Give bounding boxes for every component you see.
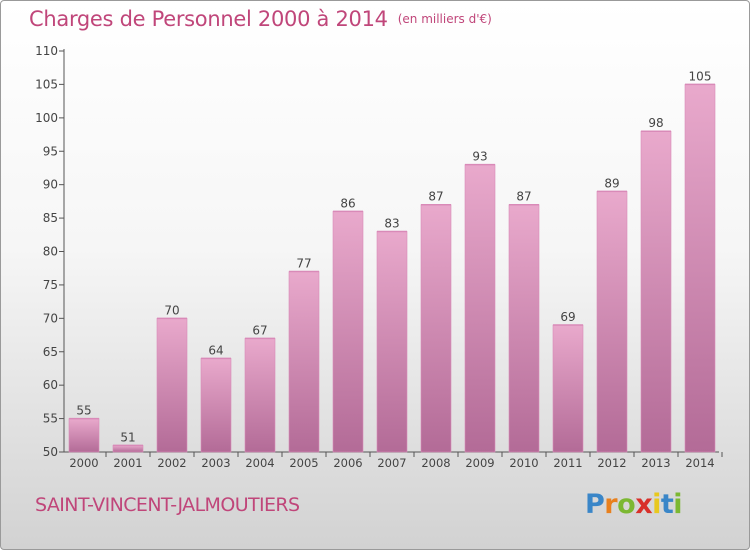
x-tick-label: 2012 [597,456,626,470]
chart-title: Charges de Personnel 2000 à 2014 (en mill… [29,7,492,31]
bar-value-label: 89 [604,176,619,190]
y-tick-label: 85 [43,211,58,225]
bar [508,204,540,453]
logo-letter: P [585,489,605,520]
x-tick-label: 2004 [245,456,274,470]
bar [420,204,452,453]
bar-value-label: 87 [516,190,531,204]
bar [464,164,496,453]
bar-value-label: 55 [76,404,91,418]
bar [376,231,408,453]
bar [596,191,628,453]
x-tick-label: 2001 [113,456,142,470]
bar-value-label: 77 [296,257,311,271]
x-tick-label: 2003 [201,456,230,470]
x-tick-label: 2006 [333,456,362,470]
x-tick-label: 2002 [157,456,186,470]
logo-letter: t [660,489,674,520]
x-tick-label: 2008 [421,456,450,470]
bar-value-label: 86 [340,196,355,210]
chart-bars: 55 51 70 64 67 77 86 83 87 93 87 69 89 98 105 [68,69,716,453]
chart-subtitle: (en milliers d'€) [397,12,492,26]
bar-value-label: 51 [120,430,135,444]
y-tick-label: 50 [43,445,58,459]
bar [200,358,232,453]
x-tick-label: 2010 [509,456,538,470]
y-tick-label: 90 [43,178,58,192]
bar [552,324,584,453]
bar-value-label: 70 [164,303,179,317]
y-tick-label: 100 [35,111,58,125]
y-tick-label: 55 [43,412,58,426]
proxiti-logo[interactable]: Proxiti [585,489,683,520]
bar [640,130,672,453]
y-tick-label: 80 [43,245,58,259]
x-tick-label: 2011 [553,456,582,470]
bar-value-label: 69 [560,310,575,324]
x-tick-label: 2007 [377,456,406,470]
y-tick-label: 110 [35,44,58,58]
bar [156,318,188,453]
x-tick-label: 2013 [641,456,670,470]
y-tick-label: 95 [43,144,58,158]
y-tick-label: 65 [43,345,58,359]
bar [288,271,320,453]
chart-title-text: Charges de Personnel 2000 à 2014 [29,7,388,31]
chart-axes: 50 55 60 65 70 75 80 85 90 95 100 105 110 2000 2001 200… [35,44,723,470]
y-tick-label: 105 [35,77,58,91]
x-tick-label: 2005 [289,456,318,470]
y-tick-label: 75 [43,278,58,292]
bar [112,445,144,453]
bar [244,338,276,453]
bar-value-label: 105 [689,69,712,83]
y-tick-label: 70 [43,311,58,325]
bar [332,211,364,453]
bar-value-label: 83 [384,216,399,230]
logo-letter: o [617,489,636,520]
x-tick-label: 2000 [69,456,98,470]
bar-value-label: 67 [252,323,267,337]
x-tick-label: 2014 [685,456,714,470]
bar-value-label: 64 [208,343,223,357]
x-tick-label: 2009 [465,456,494,470]
logo-letter: r [604,489,618,520]
logo-letter: i [673,489,683,520]
bar-value-label: 93 [472,150,487,164]
bar [68,418,100,453]
bar [684,84,716,453]
logo-letter: i [652,489,661,520]
bar-value-label: 87 [428,190,443,204]
location-name: SAINT-VINCENT-JALMOUTIERS [35,494,300,516]
y-tick-label: 60 [43,378,58,392]
bar-value-label: 98 [648,116,663,130]
logo-letter: x [635,489,653,520]
